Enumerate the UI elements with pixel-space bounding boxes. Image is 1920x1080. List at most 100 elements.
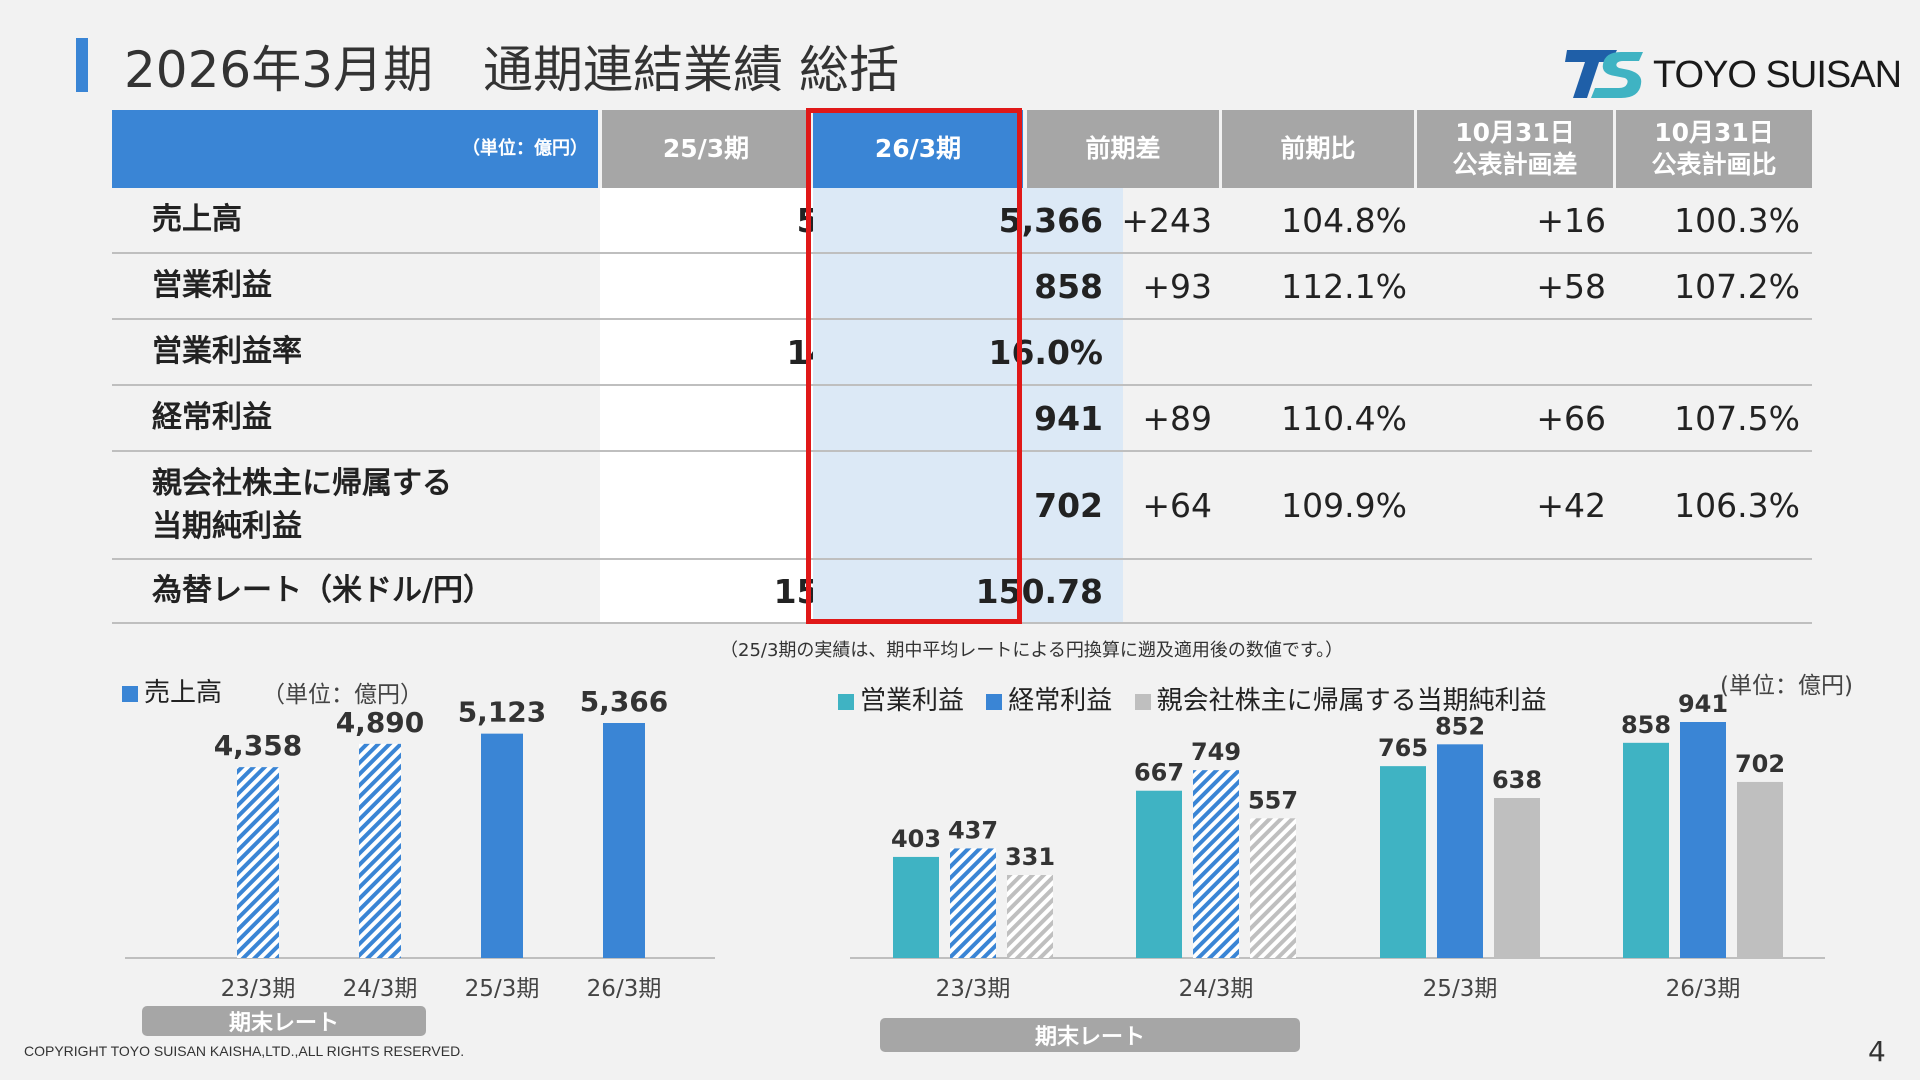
bar-op-23/3期 [893, 856, 939, 958]
chart1-legend-label: 売上高 [144, 678, 223, 708]
table-row: 為替レート（米ドル/円） 152.58 150.78 [112, 560, 1812, 624]
data-label: 331 [1005, 843, 1055, 871]
col-header-plan-diff: 10月31日 公表計画差 [1417, 110, 1613, 188]
title-accent-bar [76, 38, 88, 92]
legend-swatch-net [1134, 693, 1151, 710]
table-row: 売上高 5,123 5,366 +243 104.8% +16 100.3% [112, 188, 1812, 254]
row-label: 親会社株主に帰属する 当期純利益 [152, 465, 452, 545]
data-label: 749 [1191, 738, 1241, 766]
unit-label: （単位：億円） [112, 110, 598, 188]
value-diff: +243 [1121, 200, 1212, 240]
period-end-rate-badge-2: 期末レート [880, 1018, 1300, 1052]
bar-net-26/3期 [1737, 781, 1783, 958]
data-label: 4,358 [214, 729, 303, 762]
data-label: 557 [1248, 786, 1298, 814]
value-plan-diff: +42 [1536, 485, 1606, 525]
sales-chart: 4,358 23/3期 4,890 24/3期 5,123 25/3期 5,366 26/3期 [125, 685, 715, 1002]
chart2-legend: 営業利益 経常利益 親会社株主に帰属する当期純利益 [838, 680, 1547, 717]
bar-op-26/3期 [1623, 742, 1669, 958]
row-label: 為替レート（米ドル/円） [152, 573, 493, 609]
value-plan-diff: +66 [1536, 398, 1606, 438]
x-tick-label: 25/3期 [1423, 976, 1498, 1002]
bar-op-24/3期 [1136, 790, 1182, 958]
bar-sales-25/3期 [481, 733, 523, 958]
chart2-legend-op: 営業利益 [860, 686, 965, 716]
bar-sales-26/3期 [603, 723, 645, 958]
chart1-unit: （単位：億円） [262, 682, 423, 708]
logo-text: TOYO SUISAN [1653, 54, 1902, 96]
table-note: （25/3期の実績は、期中平均レートによる円換算に遡及適用後の数値です。） [720, 640, 1344, 661]
period-end-rate-badge-1: 期末レート [142, 1006, 426, 1036]
value-plan-diff: +16 [1536, 200, 1606, 240]
col-header-ratio: 前期比 [1222, 110, 1414, 188]
data-label: 403 [891, 825, 941, 853]
data-label: 437 [948, 816, 998, 844]
value-26: 702 [813, 452, 1123, 558]
x-tick-label: 25/3期 [465, 976, 540, 1002]
highlight-frame [806, 108, 1022, 624]
table-row: 営業利益 765 858 +93 112.1% +58 107.2% [112, 254, 1812, 320]
chart2-legend-net: 親会社株主に帰属する当期純利益 [1156, 686, 1547, 716]
value-26: 16.0% [813, 320, 1123, 384]
bar-op-25/3期 [1380, 766, 1426, 958]
legend-swatch-ord [986, 693, 1003, 710]
value-ratio: 109.9% [1281, 485, 1407, 525]
value-diff: +64 [1142, 485, 1212, 525]
value-26: 858 [813, 254, 1123, 318]
x-tick-label: 23/3期 [936, 976, 1011, 1002]
legend-swatch-sales [122, 685, 138, 702]
col-header-diff: 前期差 [1027, 110, 1219, 188]
value-plan-ratio: 107.2% [1674, 266, 1800, 306]
x-tick-label: 26/3期 [1666, 976, 1741, 1002]
value-plan-ratio: 107.5% [1674, 398, 1800, 438]
value-diff: +93 [1142, 266, 1212, 306]
table-row: 営業利益率 14.9% 16.0% [112, 320, 1812, 386]
value-ratio: 110.4% [1281, 398, 1407, 438]
bar-ord-24/3期 [1193, 770, 1239, 958]
company-logo: TOYO SUISAN [1565, 48, 1902, 100]
data-label: 638 [1492, 766, 1542, 794]
data-label: 5,366 [580, 685, 669, 718]
x-tick-label: 26/3期 [587, 976, 662, 1002]
value-plan-diff: +58 [1536, 266, 1606, 306]
page-title: 2026年3月期 通期連結業績 総括 [124, 41, 899, 99]
data-label: 702 [1735, 750, 1785, 778]
value-26: 5,366 [813, 188, 1123, 252]
bar-sales-24/3期 [359, 743, 401, 958]
bar-ord-26/3期 [1680, 722, 1726, 958]
chart1-legend: 売上高 [122, 672, 222, 709]
value-ratio: 112.1% [1281, 266, 1407, 306]
chart2-legend-ord: 経常利益 [1008, 686, 1113, 716]
page-number: 4 [1868, 1035, 1886, 1068]
bar-sales-23/3期 [237, 767, 279, 958]
col-header-plan-ratio: 10月31日 公表計画比 [1616, 110, 1812, 188]
table-row: 経常利益 852 941 +89 110.4% +66 107.5% [112, 386, 1812, 452]
data-label: 852 [1435, 712, 1485, 740]
data-label: 5,123 [458, 696, 547, 729]
x-tick-label: 24/3期 [1179, 976, 1254, 1002]
logo-mark-icon [1565, 50, 1643, 98]
row-label: 売上高 [152, 202, 242, 238]
bar-net-23/3期 [1007, 874, 1053, 958]
value-diff: +89 [1142, 398, 1212, 438]
legend-swatch-op [838, 693, 854, 710]
value-plan-ratio: 100.3% [1674, 200, 1800, 240]
bar-net-24/3期 [1250, 818, 1296, 958]
copyright: COPYRIGHT TOYO SUISAN KAISHA,LTD.,ALL RI… [24, 1043, 465, 1059]
data-label: 858 [1621, 711, 1671, 739]
col-header-26: 26/3期 [813, 110, 1023, 188]
bar-ord-25/3期 [1437, 744, 1483, 958]
chart2-unit: (単位：億円) [1720, 673, 1853, 699]
row-label: 営業利益 [152, 268, 272, 304]
value-ratio: 104.8% [1281, 200, 1407, 240]
table-row: 親会社株主に帰属する 当期純利益 638 702 +64 109.9% +42 … [112, 452, 1812, 560]
data-label: 765 [1378, 734, 1428, 762]
value-26: 941 [813, 386, 1123, 450]
x-tick-label: 24/3期 [343, 976, 418, 1002]
data-label: 941 [1678, 690, 1728, 718]
row-label: 営業利益率 [152, 334, 302, 370]
data-label: 4,890 [336, 706, 425, 739]
bar-net-25/3期 [1494, 797, 1540, 958]
col-header-25: 25/3期 [602, 110, 810, 188]
